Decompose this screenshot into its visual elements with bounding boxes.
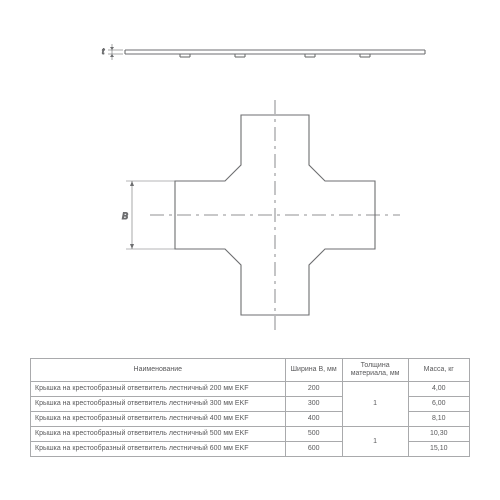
col-name: Наименование — [31, 359, 286, 382]
cell-width: 400 — [285, 412, 342, 427]
table-header-row: Наименование Ширина B, мм Толщина матери… — [31, 359, 470, 382]
cell-width: 300 — [285, 397, 342, 412]
centerlines — [150, 100, 400, 330]
cell-mass: 4,00 — [408, 382, 469, 397]
spec-table: Наименование Ширина B, мм Толщина матери… — [30, 358, 470, 457]
table-body: Крышка на крестообразный ответвитель лес… — [31, 382, 470, 457]
cell-mass: 15,10 — [408, 442, 469, 457]
label-B: B — [122, 211, 128, 221]
drawing-svg: t — [30, 30, 470, 350]
cell-name: Крышка на крестообразный ответвитель лес… — [31, 397, 286, 412]
technical-drawing: t — [30, 30, 470, 350]
cell-width: 600 — [285, 442, 342, 457]
spec-table-wrap: Наименование Ширина B, мм Толщина матери… — [30, 358, 470, 457]
cell-name: Крышка на крестообразный ответвитель лес… — [31, 382, 286, 397]
top-profile — [108, 44, 425, 60]
table-row: Крышка на крестообразный ответвитель лес… — [31, 382, 470, 397]
cell-mass: 10,30 — [408, 427, 469, 442]
page: t — [0, 0, 500, 500]
cell-thickness: 1 — [342, 427, 408, 457]
cell-name: Крышка на крестообразный ответвитель лес… — [31, 412, 286, 427]
table-row: Крышка на крестообразный ответвитель лес… — [31, 427, 470, 442]
cell-name: Крышка на крестообразный ответвитель лес… — [31, 427, 286, 442]
col-mass: Масса, кг — [408, 359, 469, 382]
cell-thickness: 1 — [342, 382, 408, 427]
cell-width: 500 — [285, 427, 342, 442]
cell-width: 200 — [285, 382, 342, 397]
cell-name: Крышка на крестообразный ответвитель лес… — [31, 442, 286, 457]
label-t: t — [102, 47, 105, 56]
cell-mass: 8,10 — [408, 412, 469, 427]
cell-mass: 6,00 — [408, 397, 469, 412]
col-width: Ширина B, мм — [285, 359, 342, 382]
col-thick: Толщина материала, мм — [342, 359, 408, 382]
